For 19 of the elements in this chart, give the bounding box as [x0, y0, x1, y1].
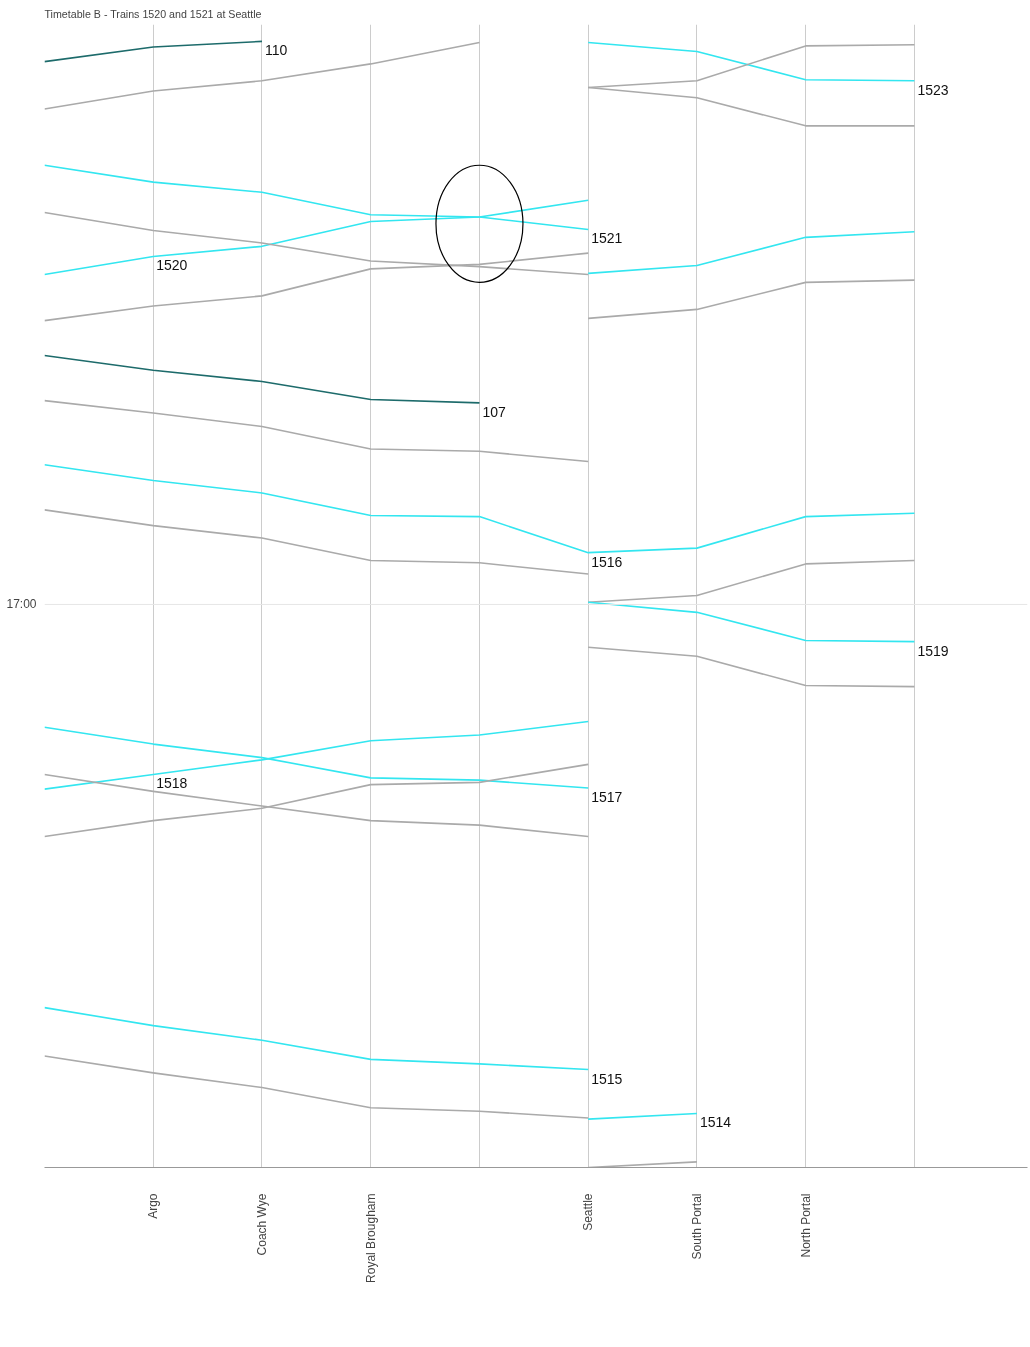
ref-line-label: 17:00	[6, 597, 37, 612]
x-tick-label: Royal Brougham	[363, 1193, 378, 1283]
series-label: 1519	[917, 642, 949, 659]
series-label: 1517	[591, 789, 623, 805]
series-label: 1523	[917, 81, 949, 98]
chart-title: Timetable B - Trains 1520 and 1521 at Seattle	[44, 7, 262, 20]
series-label: 1515	[591, 1070, 623, 1087]
x-tick-label: Seattle	[581, 1193, 596, 1231]
series-label: 107	[482, 403, 507, 420]
x-tick-label: North Portal	[798, 1193, 813, 1258]
series-label: 1514	[699, 1114, 732, 1131]
x-tick-label: Coach Wye	[254, 1193, 269, 1256]
series-label: 1521	[591, 230, 623, 247]
annotation: 1520	[156, 257, 188, 274]
x-tick-label: Argo	[146, 1193, 161, 1219]
series-label: 110	[264, 42, 288, 59]
annotation: 1516	[591, 553, 623, 570]
x-tick-label: South Portal	[689, 1193, 704, 1260]
annotation: 1518	[156, 775, 188, 792]
